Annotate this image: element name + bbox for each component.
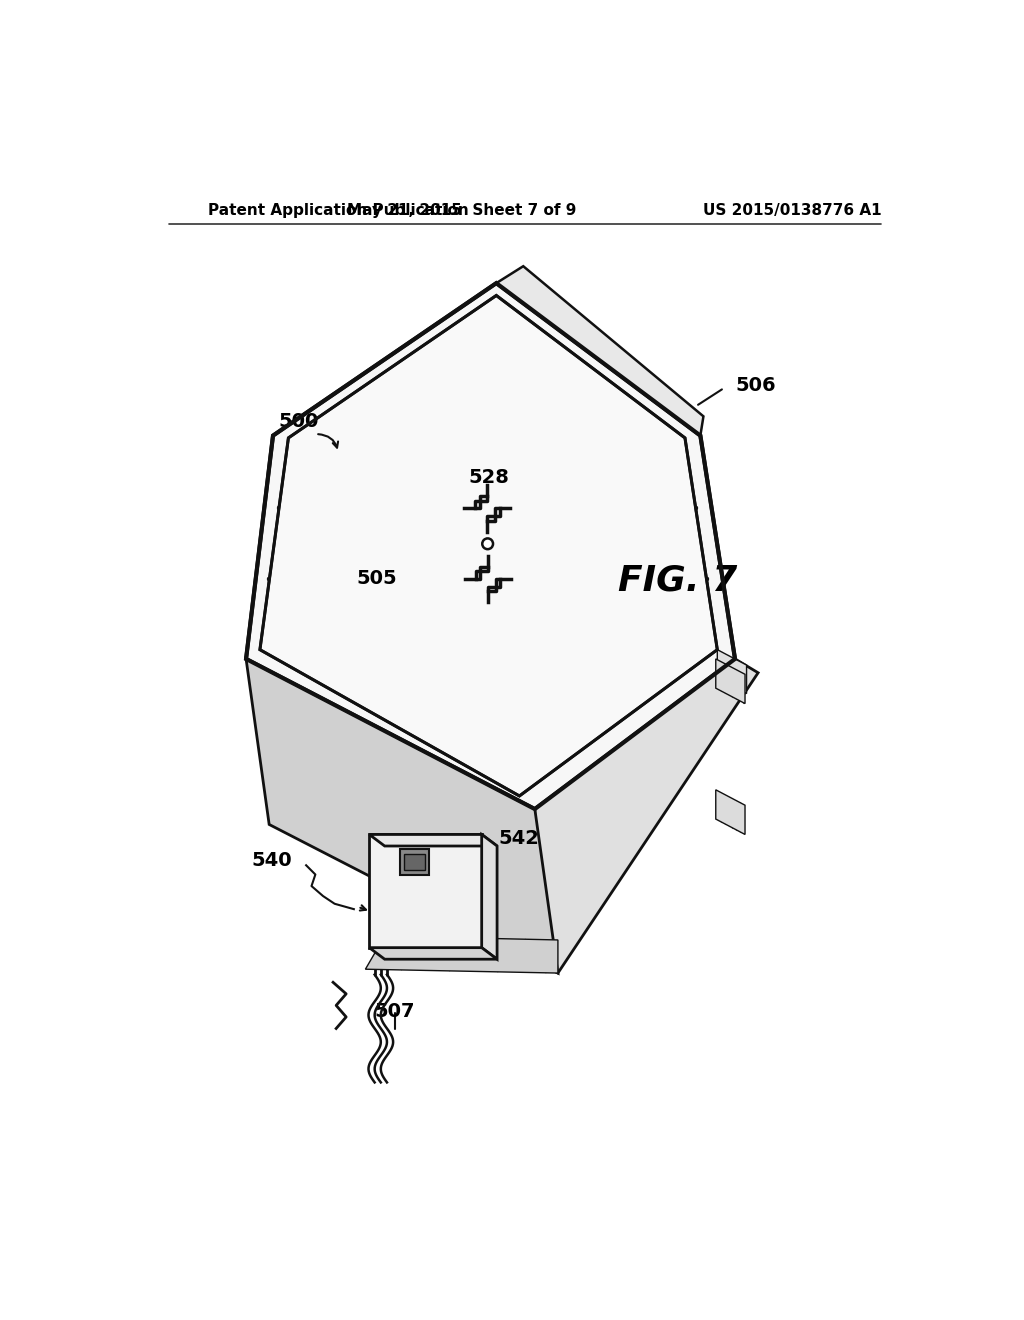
Text: May 21, 2015  Sheet 7 of 9: May 21, 2015 Sheet 7 of 9 xyxy=(347,203,577,218)
Text: 542: 542 xyxy=(499,829,540,847)
Polygon shape xyxy=(497,267,703,436)
Text: 528: 528 xyxy=(468,469,509,487)
Polygon shape xyxy=(716,789,745,834)
Polygon shape xyxy=(246,284,735,809)
Polygon shape xyxy=(716,659,745,704)
Text: 500: 500 xyxy=(279,412,318,432)
Text: 505: 505 xyxy=(356,569,397,587)
Polygon shape xyxy=(481,834,497,960)
Polygon shape xyxy=(370,834,481,948)
Text: 507: 507 xyxy=(375,1002,415,1020)
Polygon shape xyxy=(366,936,558,973)
Text: 506: 506 xyxy=(735,376,775,395)
Polygon shape xyxy=(400,849,429,875)
Polygon shape xyxy=(403,854,425,870)
Text: Patent Application Publication: Patent Application Publication xyxy=(208,203,468,218)
Polygon shape xyxy=(370,834,497,846)
Circle shape xyxy=(482,539,493,549)
Polygon shape xyxy=(260,296,717,796)
Text: 540: 540 xyxy=(252,851,292,870)
Polygon shape xyxy=(370,948,497,960)
Polygon shape xyxy=(246,659,558,973)
Text: US 2015/0138776 A1: US 2015/0138776 A1 xyxy=(703,203,882,218)
Polygon shape xyxy=(535,659,758,973)
Text: FIG. 7: FIG. 7 xyxy=(617,564,737,598)
Polygon shape xyxy=(717,649,746,693)
